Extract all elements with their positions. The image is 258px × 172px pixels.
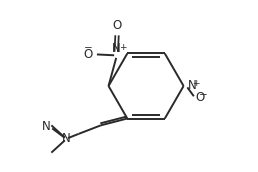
Text: +: + [119,43,127,52]
Text: O: O [112,19,122,32]
Text: +: + [192,79,200,88]
Text: −: − [84,43,92,53]
Text: N: N [61,132,70,146]
Text: O: O [195,91,205,104]
Text: −: − [198,90,207,100]
Text: N: N [42,120,50,133]
Text: N: N [112,42,121,55]
Text: N: N [188,79,197,92]
Text: O: O [83,48,92,61]
